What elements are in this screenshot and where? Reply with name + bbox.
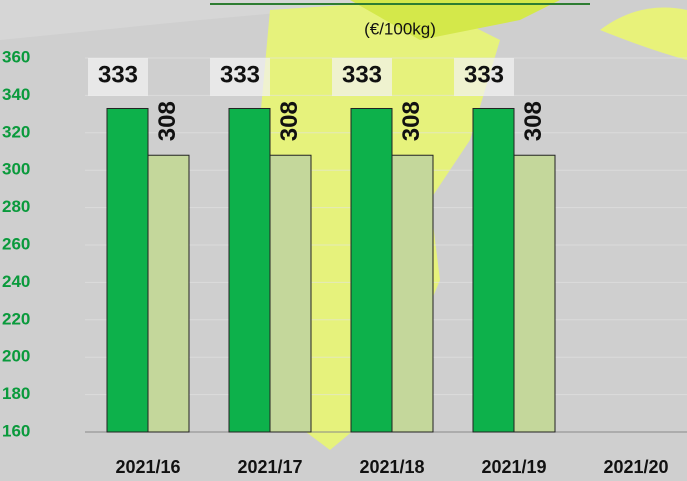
- x-tick-label: 2021/20: [603, 457, 668, 477]
- y-tick-label: 220: [2, 309, 30, 328]
- label-box: [210, 58, 270, 96]
- label-box: [88, 58, 148, 96]
- data-label: 308: [276, 101, 303, 141]
- map-region: [600, 7, 687, 60]
- y-tick-label: 320: [2, 122, 30, 141]
- label-box: [332, 58, 392, 96]
- data-label: 308: [398, 101, 425, 141]
- subtitle: (€/100kg): [364, 19, 436, 38]
- y-tick-label: 180: [2, 384, 30, 403]
- data-label: 333: [464, 61, 504, 88]
- y-tick-label: 340: [2, 85, 30, 104]
- x-tick-label: 2021/16: [115, 457, 180, 477]
- x-tick-label: 2021/17: [237, 457, 302, 477]
- data-label: 308: [520, 101, 547, 141]
- y-tick-label: 200: [2, 347, 30, 366]
- bar: [228, 107, 271, 433]
- map-region: [350, 0, 560, 40]
- y-tick-label: 300: [2, 160, 30, 179]
- bar: [350, 107, 393, 433]
- y-tick-label: 160: [2, 421, 30, 440]
- bar: [106, 107, 149, 433]
- y-tick-label: 240: [2, 272, 30, 291]
- bar: [147, 154, 190, 433]
- bar: [472, 107, 515, 433]
- label-box: [454, 58, 514, 96]
- y-tick-label: 280: [2, 197, 30, 216]
- data-label: 333: [98, 61, 138, 88]
- data-label: 333: [220, 61, 260, 88]
- y-tick-label: 260: [2, 234, 30, 253]
- y-tick-label: 360: [2, 47, 30, 66]
- x-tick-label: 2021/18: [359, 457, 424, 477]
- data-label: 333: [342, 61, 382, 88]
- bar: [269, 154, 312, 433]
- x-tick-label: 2021/19: [481, 457, 546, 477]
- bar: [513, 154, 556, 433]
- data-label: 308: [154, 101, 181, 141]
- bar: [391, 154, 434, 433]
